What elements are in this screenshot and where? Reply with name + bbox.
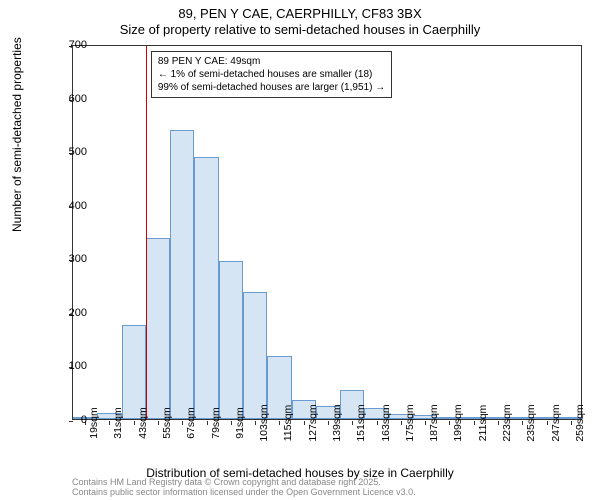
- attribution-text: Contains HM Land Registry data © Crown c…: [72, 478, 416, 498]
- y-tick-label: 0: [57, 414, 87, 426]
- x-tick-mark: [449, 421, 450, 425]
- y-tick-label: 300: [57, 253, 87, 265]
- x-tick-mark: [401, 421, 402, 425]
- x-tick-mark: [231, 421, 232, 425]
- x-tick-label: 55sqm: [161, 407, 173, 439]
- x-tick-mark: [377, 421, 378, 425]
- x-tick-mark: [255, 421, 256, 425]
- x-tick-mark: [352, 421, 353, 425]
- y-tick-label: 500: [57, 146, 87, 158]
- x-tick-mark: [182, 421, 183, 425]
- info-box: 89 PEN Y CAE: 49sqm ← 1% of semi-detache…: [151, 51, 392, 98]
- reference-line: [146, 46, 147, 419]
- x-tick-label: 31sqm: [112, 407, 124, 439]
- x-tick-mark: [304, 421, 305, 425]
- x-tick-label: 163sqm: [380, 404, 392, 441]
- x-tick-label: 127sqm: [307, 404, 319, 441]
- x-tick-mark: [207, 421, 208, 425]
- x-tick-mark: [425, 421, 426, 425]
- x-tick-label: 151sqm: [355, 404, 367, 441]
- x-tick-label: 91sqm: [234, 407, 246, 439]
- x-tick-label: 211sqm: [477, 405, 489, 442]
- y-tick-label: 400: [57, 200, 87, 212]
- x-tick-label: 175sqm: [404, 404, 416, 441]
- x-tick-label: 235sqm: [525, 404, 537, 441]
- x-tick-mark: [158, 421, 159, 425]
- info-box-line1: 89 PEN Y CAE: 49sqm: [158, 55, 385, 68]
- y-tick-label: 700: [57, 39, 87, 51]
- attribution-line2: Contains public sector information licen…: [72, 488, 416, 498]
- x-tick-mark: [522, 421, 523, 425]
- x-tick-label: 259sqm: [574, 404, 586, 441]
- histogram-bar: [122, 325, 146, 419]
- x-tick-mark: [571, 421, 572, 425]
- histogram-bar: [194, 157, 218, 420]
- x-tick-mark: [109, 421, 110, 425]
- x-tick-label: 67sqm: [185, 407, 197, 439]
- x-tick-mark: [498, 421, 499, 425]
- info-box-line2: ← 1% of semi-detached houses are smaller…: [158, 68, 385, 81]
- histogram-bar: [170, 130, 194, 419]
- histogram-bar: [243, 292, 267, 420]
- y-tick-label: 200: [57, 307, 87, 319]
- chart-plot-area: [72, 45, 582, 420]
- x-tick-label: 19sqm: [88, 407, 100, 439]
- y-axis-label: Number of semi-detached properties: [10, 37, 24, 232]
- x-tick-label: 199sqm: [452, 404, 464, 441]
- chart-title-line1: 89, PEN Y CAE, CAERPHILLY, CF83 3BX: [0, 6, 600, 21]
- x-tick-mark: [279, 421, 280, 425]
- x-tick-mark: [134, 421, 135, 425]
- x-tick-mark: [328, 421, 329, 425]
- x-tick-mark: [547, 421, 548, 425]
- x-tick-label: 43sqm: [137, 407, 149, 439]
- x-tick-label: 187sqm: [428, 404, 440, 441]
- histogram-bar: [219, 261, 243, 419]
- histogram-bar: [146, 238, 170, 419]
- x-tick-label: 103sqm: [258, 404, 270, 441]
- y-tick-label: 600: [57, 93, 87, 105]
- x-tick-mark: [474, 421, 475, 425]
- x-tick-label: 247sqm: [550, 404, 562, 441]
- y-tick-label: 100: [57, 360, 87, 372]
- x-tick-label: 139sqm: [331, 404, 343, 441]
- x-tick-label: 223sqm: [501, 404, 513, 441]
- chart-title-line2: Size of property relative to semi-detach…: [0, 22, 600, 37]
- x-tick-label: 79sqm: [210, 407, 222, 439]
- x-tick-label: 115sqm: [282, 405, 294, 442]
- info-box-line3: 99% of semi-detached houses are larger (…: [158, 81, 385, 94]
